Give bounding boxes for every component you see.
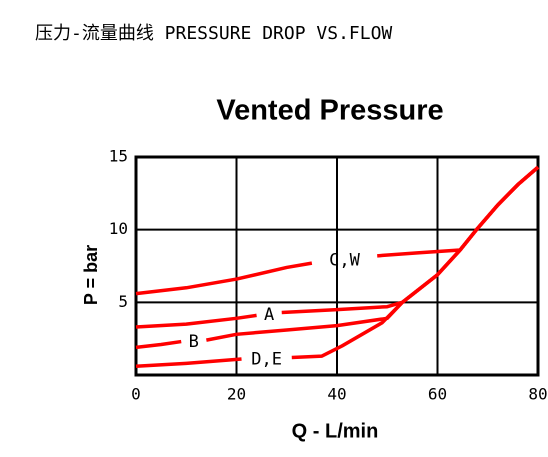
y-tick-label: 15 xyxy=(109,147,128,166)
y-tick-label: 10 xyxy=(109,219,128,238)
series-line xyxy=(135,165,540,369)
series-label: A xyxy=(264,305,274,325)
x-tick-label: 0 xyxy=(131,385,141,404)
x-tick-label: 80 xyxy=(528,385,547,404)
series-label: D,E xyxy=(251,349,282,369)
series-label: C,W xyxy=(329,250,360,270)
plot-frame xyxy=(134,155,540,377)
series-label: B xyxy=(189,332,199,352)
x-tick-label: 20 xyxy=(227,385,246,404)
x-tick-label: 60 xyxy=(428,385,447,404)
y-axis-label: P = bar xyxy=(81,245,101,305)
y-tick-label: 5 xyxy=(118,292,128,311)
page-header: 压力-流量曲线 PRESSURE DROP VS.FLOW xyxy=(35,23,392,44)
chart-title: Vented Pressure xyxy=(216,95,443,127)
x-tick-label: 40 xyxy=(327,385,346,404)
x-axis-label: Q - L/min xyxy=(292,420,379,442)
